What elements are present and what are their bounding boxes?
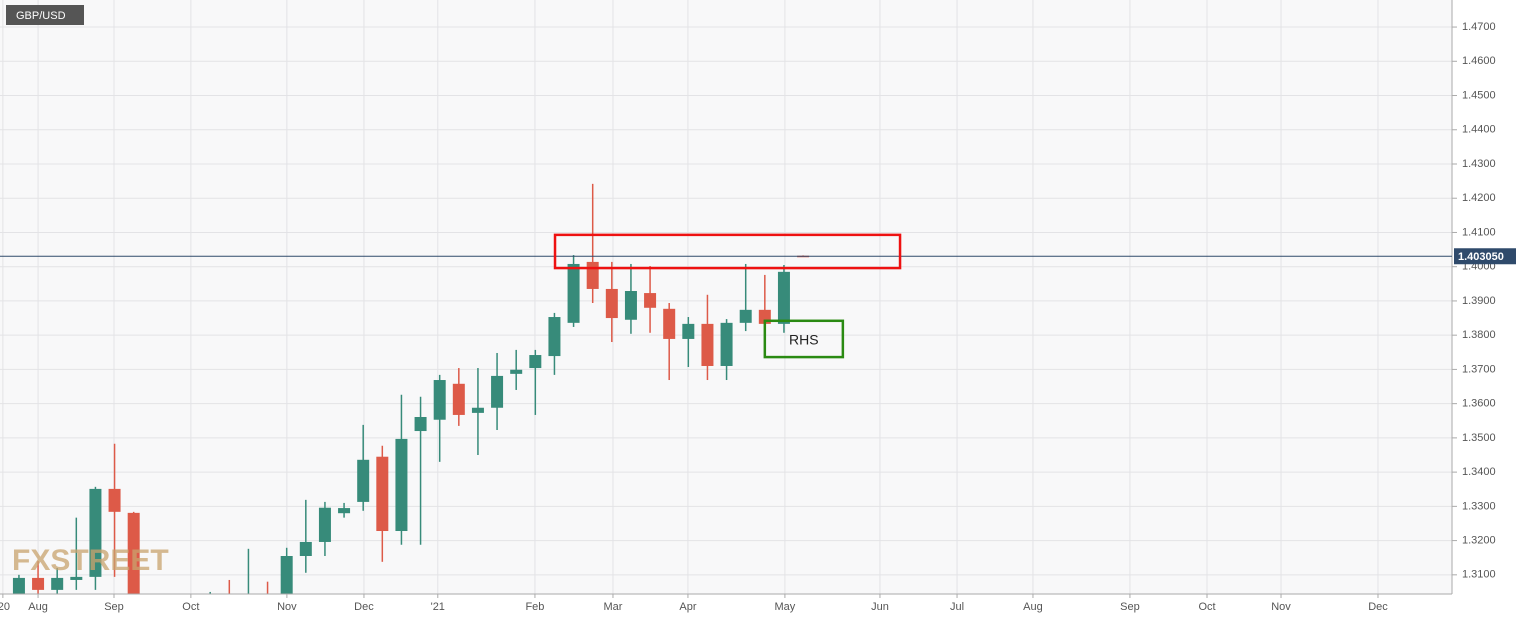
y-tick-label: 1.3200 (1462, 534, 1496, 546)
annotation-box (763, 319, 845, 359)
candle-body (433, 380, 446, 420)
chart-title: GBP/USD (16, 10, 66, 22)
candle-body (491, 375, 504, 408)
candle-body (548, 317, 561, 357)
candle-body (701, 323, 714, 366)
symbol-badge (6, 5, 84, 25)
candle-body (644, 293, 657, 308)
candle-body (299, 541, 312, 556)
annotation-box (553, 233, 902, 270)
y-tick-label: 1.3500 (1462, 432, 1496, 444)
x-tick-label: Sep (104, 601, 124, 613)
y-tick-label: 1.3300 (1462, 500, 1496, 512)
y-tick-label: 1.4300 (1462, 158, 1496, 170)
x-tick-label: Oct (182, 601, 199, 613)
candle-body (777, 271, 790, 324)
x-tick-label: Aug (28, 601, 48, 613)
x-tick-label: '21 (431, 601, 445, 613)
candle-body (605, 288, 618, 319)
candle-body (510, 369, 523, 374)
x-tick-label: Jul (950, 601, 964, 613)
y-tick-label: 1.3800 (1462, 329, 1496, 341)
x-tick-label: Oct (1198, 601, 1215, 613)
candle-body (624, 291, 637, 320)
x-tick-label: Dec (354, 601, 374, 613)
y-tick-label: 1.4600 (1462, 55, 1496, 67)
y-tick-label: 1.3400 (1462, 466, 1496, 478)
x-tick-label: Jun (871, 601, 889, 613)
annotation-label: RHS (789, 332, 819, 348)
candle-body (51, 577, 64, 590)
last-price-badge (1454, 248, 1516, 265)
last-price-label: 1.403050 (1458, 251, 1504, 263)
x-tick-label: Sep (1120, 601, 1140, 613)
y-tick-label: 1.4500 (1462, 89, 1496, 101)
y-tick-label: 1.4200 (1462, 192, 1496, 204)
candle-body (32, 577, 45, 590)
y-tick-label: 1.3100 (1462, 569, 1496, 581)
y-tick-label: 1.4700 (1462, 21, 1496, 33)
candle-body (376, 456, 389, 532)
y-tick-label: 1.3600 (1462, 398, 1496, 410)
x-tick-label: Nov (277, 601, 297, 613)
x-tick-label: Feb (525, 601, 544, 613)
candle-body (280, 555, 293, 594)
candle-body (338, 508, 351, 514)
candle-body (357, 459, 370, 502)
candle-body (318, 507, 331, 542)
candle-body (108, 488, 121, 512)
y-tick-label: 1.4400 (1462, 124, 1496, 136)
candle-body (682, 323, 695, 339)
candle-body (529, 355, 542, 369)
x-tick-label: Nov (1271, 601, 1291, 613)
candle-body (12, 577, 25, 594)
candle-body (471, 407, 484, 413)
candle-body (663, 308, 676, 339)
candle-body (127, 512, 140, 594)
candle-body (89, 488, 102, 577)
x-tick-label: May (775, 601, 796, 613)
candle-body (739, 309, 752, 323)
plot-background (0, 0, 1452, 594)
candle-body (452, 383, 465, 415)
x-tick-label: Mar (603, 601, 622, 613)
candle-body (395, 438, 408, 532)
candle-body (70, 576, 83, 580)
candle-body (414, 416, 427, 432)
watermark: FXSTREET (12, 544, 169, 577)
candle-body (567, 263, 580, 323)
y-tick-label: 1.4100 (1462, 226, 1496, 238)
x-tick-label: Apr (679, 601, 696, 613)
y-tick-label: 1.3700 (1462, 363, 1496, 375)
candle-body (720, 322, 733, 366)
x-tick-label: '20 (0, 601, 10, 613)
x-tick-label: Aug (1023, 601, 1043, 613)
y-tick-label: 1.3900 (1462, 295, 1496, 307)
candle-body (262, 606, 274, 616)
candle-body (204, 616, 216, 620)
x-tick-label: Dec (1368, 601, 1388, 613)
candle-body (586, 261, 599, 289)
candle-body (242, 606, 254, 620)
candle-body (223, 609, 235, 620)
